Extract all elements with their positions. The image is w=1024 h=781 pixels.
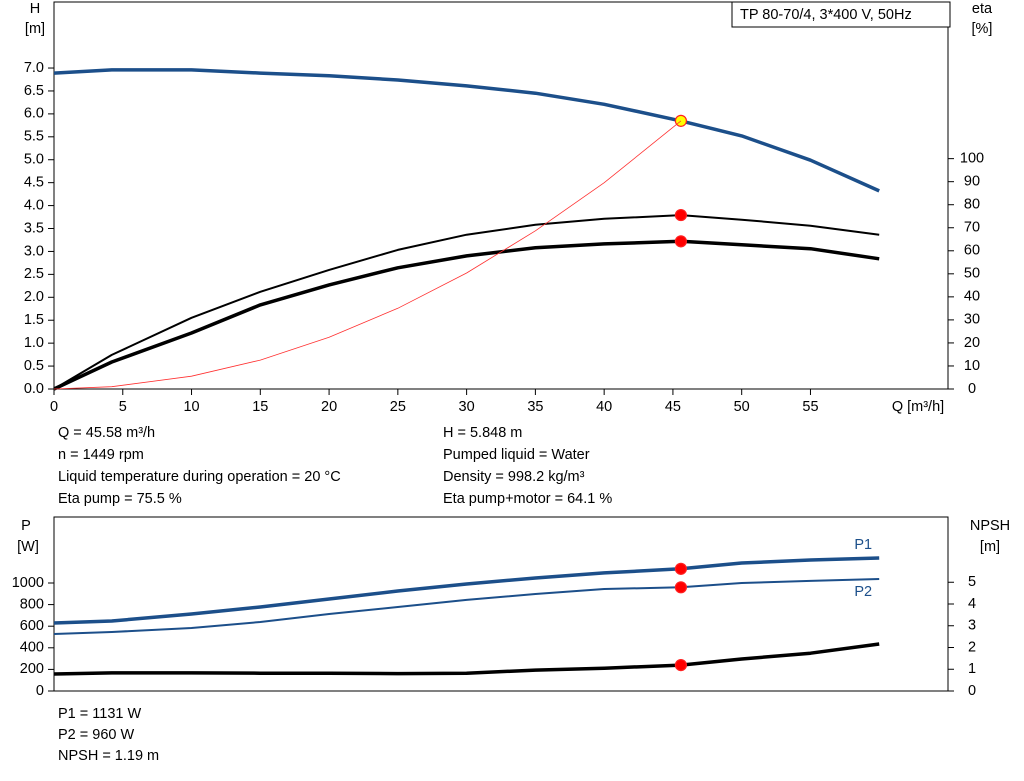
- y2-tick-label: 50: [964, 266, 980, 282]
- y-tick-label: 600: [20, 618, 44, 634]
- x-tick-label: 50: [734, 399, 750, 415]
- y-tick-label: 3.0: [24, 243, 44, 259]
- y-tick-label: 0.5: [24, 358, 44, 374]
- y2-tick-label: 40: [964, 289, 980, 305]
- x-tick-label: 45: [665, 399, 681, 415]
- series-line: [53, 239, 880, 391]
- duty-point: [674, 235, 688, 248]
- duty-point: [674, 114, 688, 127]
- y-tick-label: 7.0: [24, 60, 44, 76]
- series-label: P1: [854, 537, 872, 553]
- y2-tick-label: 5: [968, 574, 976, 590]
- series-line: [53, 214, 880, 390]
- series-line: [53, 556, 880, 625]
- x-tick-label: 25: [390, 399, 406, 415]
- y-tick-label: 0: [36, 683, 44, 699]
- series-line: [53, 120, 682, 390]
- y-axis-unit: [m]: [25, 21, 45, 37]
- x-tick-label: 0: [50, 399, 58, 415]
- info-line: NPSH = 1.19 m: [58, 748, 159, 764]
- series-line: [53, 68, 880, 193]
- info-line: Density = 998.2 kg/m³: [443, 469, 585, 485]
- series-line: [53, 642, 880, 676]
- y-tick-label: 2.0: [24, 289, 44, 305]
- info-line: Q = 45.58 m³/h: [58, 425, 155, 441]
- duty-point: [674, 208, 688, 222]
- y-tick-label: 3.5: [24, 220, 44, 236]
- y-tick-label: 4.5: [24, 174, 44, 190]
- y-tick-label: 2.5: [24, 266, 44, 282]
- info-line: P1 = 1131 W: [58, 706, 141, 722]
- y2-tick-label: 1: [968, 661, 976, 677]
- y-axis-label: P: [21, 518, 31, 534]
- info-line: Eta pump = 75.5 %: [58, 491, 182, 507]
- y2-tick-label: 60: [964, 243, 980, 259]
- y2-tick-label: 30: [964, 312, 980, 328]
- x-tick-label: 20: [321, 399, 337, 415]
- plot-frame: [53, 1, 949, 390]
- y2-axis-unit: [%]: [972, 21, 993, 37]
- y2-tick-label: 90: [964, 174, 980, 190]
- y-tick-label: 1.5: [24, 312, 44, 328]
- x-tick-label: 55: [802, 399, 818, 415]
- y2-tick-label: 0: [968, 381, 976, 397]
- duty-point: [674, 562, 688, 575]
- x-tick-label: 40: [596, 399, 612, 415]
- series-line: [53, 578, 880, 635]
- y2-tick-label: 70: [964, 220, 980, 236]
- x-tick-label: 15: [252, 399, 268, 415]
- info-line: n = 1449 rpm: [58, 447, 144, 463]
- x-tick-label: 35: [527, 399, 543, 415]
- y-tick-label: 200: [20, 661, 44, 677]
- info-line: H = 5.848 m: [443, 425, 522, 441]
- y2-axis-unit: [m]: [980, 539, 1000, 555]
- y2-tick-label: 3: [968, 618, 976, 634]
- duty-point: [674, 659, 688, 672]
- y-tick-label: 5.5: [24, 129, 44, 145]
- y-tick-label: 6.0: [24, 106, 44, 122]
- info-line: Pumped liquid = Water: [443, 447, 590, 463]
- chart-title: TP 80-70/4, 3*400 V, 50Hz: [740, 7, 912, 23]
- x-axis-label: Q [m³/h]: [892, 399, 944, 415]
- info-line: P2 = 960 W: [58, 727, 134, 743]
- y-tick-label: 5.0: [24, 152, 44, 168]
- y2-tick-label: 80: [964, 197, 980, 213]
- info-line: Eta pump+motor = 64.1 %: [443, 491, 612, 507]
- y-tick-label: 0.0: [24, 381, 44, 397]
- y-tick-label: 1000: [12, 575, 44, 591]
- y-tick-label: 400: [20, 640, 44, 656]
- duty-point: [674, 581, 688, 594]
- x-tick-label: 30: [459, 399, 475, 415]
- y-tick-label: 6.5: [24, 83, 44, 99]
- y2-tick-label: 10: [964, 358, 980, 374]
- y2-tick-label: 4: [968, 596, 976, 612]
- info-line: Liquid temperature during operation = 20…: [58, 469, 341, 485]
- plot-frame: [53, 516, 949, 692]
- y-tick-label: 800: [20, 596, 44, 612]
- y2-axis-label: eta: [972, 1, 993, 17]
- y-tick-label: 1.0: [24, 335, 44, 351]
- y-axis-unit: [W]: [17, 539, 39, 555]
- y2-tick-label: 20: [964, 335, 980, 351]
- y-axis-label: H: [30, 1, 40, 17]
- title-box: [731, 1, 951, 28]
- y2-tick-label: 2: [968, 639, 976, 655]
- y-tick-label: 4.0: [24, 197, 44, 213]
- x-tick-label: 10: [183, 399, 199, 415]
- x-tick-label: 5: [119, 399, 127, 415]
- series-label: P2: [854, 584, 872, 600]
- y2-axis-label: NPSH: [970, 518, 1010, 534]
- y2-tick-label: 100: [960, 150, 984, 166]
- y2-tick-label: 0: [968, 683, 976, 699]
